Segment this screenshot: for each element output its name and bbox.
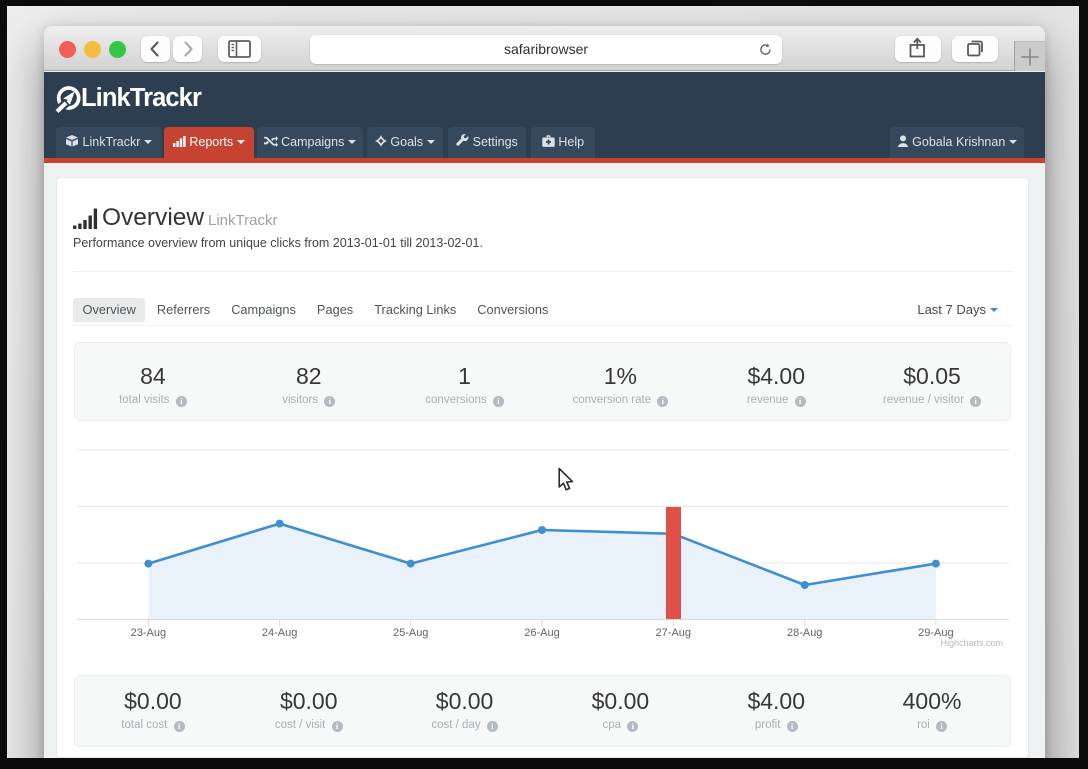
- svg-text:23-Aug: 23-Aug: [131, 627, 166, 639]
- svg-text:24-Aug: 24-Aug: [262, 627, 297, 639]
- svg-text:Highcharts.com: Highcharts.com: [940, 638, 1003, 648]
- svg-text:28-Aug: 28-Aug: [787, 627, 822, 639]
- svg-text:26-Aug: 26-Aug: [524, 627, 559, 639]
- svg-text:27-Aug: 27-Aug: [656, 627, 691, 639]
- svg-text:25-Aug: 25-Aug: [393, 627, 428, 639]
- svg-text:29-Aug: 29-Aug: [918, 627, 953, 639]
